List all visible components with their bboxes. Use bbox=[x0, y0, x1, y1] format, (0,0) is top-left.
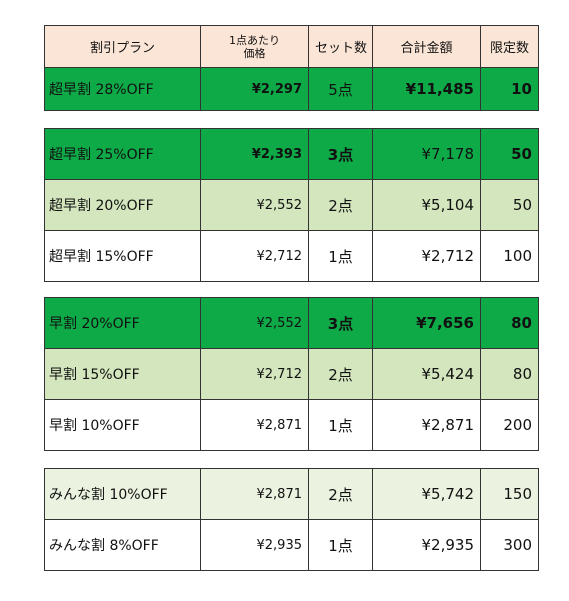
plan-name: 早割 20%OFF bbox=[44, 297, 201, 349]
unit-price: ¥2,871 bbox=[200, 468, 309, 520]
header-total: 合計金額 bbox=[372, 25, 481, 68]
total-price: ¥7,656 bbox=[372, 297, 481, 349]
unit-price: ¥2,552 bbox=[200, 297, 309, 349]
unit-price: ¥2,297 bbox=[200, 67, 309, 111]
limit-count: 150 bbox=[480, 468, 539, 520]
plan-name: 超早割 20%OFF bbox=[44, 179, 201, 231]
limit-count: 50 bbox=[480, 179, 539, 231]
plan-name: 超早割 25%OFF bbox=[44, 128, 201, 180]
table-row: 超早割 25%OFF ¥2,393 3点 ¥7,178 50 bbox=[44, 128, 539, 180]
table-row: 超早割 20%OFF ¥2,552 2点 ¥5,104 50 bbox=[44, 179, 539, 231]
unit-price: ¥2,712 bbox=[200, 230, 309, 282]
table-row: 早割 10%OFF ¥2,871 1点 ¥2,871 200 bbox=[44, 399, 539, 451]
header-unit-price: 1点あたり 価格 bbox=[200, 25, 309, 68]
unit-price: ¥2,871 bbox=[200, 399, 309, 451]
limit-count: 200 bbox=[480, 399, 539, 451]
table-row: 早割 15%OFF ¥2,712 2点 ¥5,424 80 bbox=[44, 348, 539, 400]
set-count: 1点 bbox=[308, 230, 373, 282]
table-header-row: 割引プラン 1点あたり 価格 セット数 合計金額 限定数 bbox=[44, 25, 539, 68]
plan-name: 早割 15%OFF bbox=[44, 348, 201, 400]
plan-name: 超早割 15%OFF bbox=[44, 230, 201, 282]
total-price: ¥2,935 bbox=[372, 519, 481, 571]
set-count: 3点 bbox=[308, 128, 373, 180]
limit-count: 100 bbox=[480, 230, 539, 282]
unit-price: ¥2,393 bbox=[200, 128, 309, 180]
header-unit-price-line2: 価格 bbox=[243, 46, 266, 60]
discount-table-minna: みんな割 10%OFF ¥2,871 2点 ¥5,742 150 みんな割 8%… bbox=[44, 468, 539, 571]
set-count: 5点 bbox=[308, 67, 373, 111]
unit-price: ¥2,935 bbox=[200, 519, 309, 571]
discount-table-early: 早割 20%OFF ¥2,552 3点 ¥7,656 80 早割 15%OFF … bbox=[44, 297, 539, 451]
total-price: ¥5,742 bbox=[372, 468, 481, 520]
set-count: 2点 bbox=[308, 468, 373, 520]
header-sets: セット数 bbox=[308, 25, 373, 68]
limit-count: 300 bbox=[480, 519, 539, 571]
total-price: ¥5,104 bbox=[372, 179, 481, 231]
total-price: ¥2,712 bbox=[372, 230, 481, 282]
limit-count: 10 bbox=[480, 67, 539, 111]
total-price: ¥5,424 bbox=[372, 348, 481, 400]
total-price: ¥2,871 bbox=[372, 399, 481, 451]
unit-price: ¥2,712 bbox=[200, 348, 309, 400]
header-unit-price-line1: 1点あたり bbox=[229, 33, 280, 47]
unit-price: ¥2,552 bbox=[200, 179, 309, 231]
table-row: 超早割 15%OFF ¥2,712 1点 ¥2,712 100 bbox=[44, 230, 539, 282]
table-row: みんな割 8%OFF ¥2,935 1点 ¥2,935 300 bbox=[44, 519, 539, 571]
plan-name: みんな割 10%OFF bbox=[44, 468, 201, 520]
discount-table-ultra-early: 超早割 25%OFF ¥2,393 3点 ¥7,178 50 超早割 20%OF… bbox=[44, 128, 539, 282]
header-plan: 割引プラン bbox=[44, 25, 201, 68]
set-count: 3点 bbox=[308, 297, 373, 349]
limit-count: 50 bbox=[480, 128, 539, 180]
discount-table-ultra-early-top: 割引プラン 1点あたり 価格 セット数 合計金額 限定数 超早割 28%OFF … bbox=[44, 25, 539, 111]
plan-name: 早割 10%OFF bbox=[44, 399, 201, 451]
header-limit: 限定数 bbox=[480, 25, 539, 68]
limit-count: 80 bbox=[480, 297, 539, 349]
limit-count: 80 bbox=[480, 348, 539, 400]
set-count: 2点 bbox=[308, 348, 373, 400]
table-row: 超早割 28%OFF ¥2,297 5点 ¥11,485 10 bbox=[44, 67, 539, 111]
table-row: みんな割 10%OFF ¥2,871 2点 ¥5,742 150 bbox=[44, 468, 539, 520]
plan-name: みんな割 8%OFF bbox=[44, 519, 201, 571]
total-price: ¥7,178 bbox=[372, 128, 481, 180]
total-price: ¥11,485 bbox=[372, 67, 481, 111]
plan-name: 超早割 28%OFF bbox=[44, 67, 201, 111]
set-count: 1点 bbox=[308, 399, 373, 451]
table-row: 早割 20%OFF ¥2,552 3点 ¥7,656 80 bbox=[44, 297, 539, 349]
set-count: 1点 bbox=[308, 519, 373, 571]
set-count: 2点 bbox=[308, 179, 373, 231]
